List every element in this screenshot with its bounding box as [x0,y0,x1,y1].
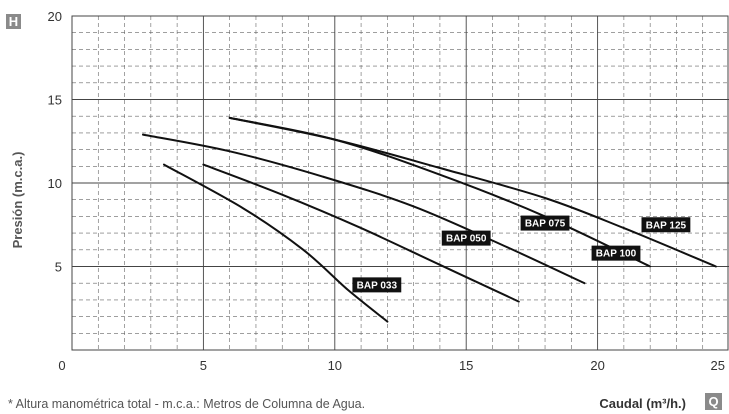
series-label-text: BAP 033 [357,280,398,291]
series-line-bap-075 [142,133,586,285]
footnote: * Altura manométrica total - m.c.a.: Met… [8,397,365,411]
y-tick-label: 20 [48,9,62,24]
y-tick-label: 10 [48,176,62,191]
series-line-bap-125 [228,116,717,268]
x-tick-label: 25 [711,358,725,373]
series-label-bg [591,245,641,261]
plot-frame [71,15,729,351]
x-axis-label: Caudal (m³/h.) [599,396,686,411]
series-label-bg [352,277,402,293]
series-label-text: BAP 125 [646,220,687,231]
x-axis-badge-letter: Q [708,394,718,409]
x-tick-label: 20 [590,358,604,373]
series-label-text: BAP 100 [596,249,637,260]
series-label-text: BAP 075 [525,219,566,230]
series-label-text: BAP 050 [446,234,487,245]
y-axis-badge [6,14,21,29]
series-label-bg [441,230,491,246]
series-label-bap-050: BAP 050 [441,230,491,246]
grid-minor [72,16,729,350]
x-tick-label: 10 [328,358,342,373]
series-labels: BAP 033 BAP 050 BAP 075 BAP 100 BAP 125 [352,215,691,293]
y-tick-label: 5 [55,260,62,275]
series-label-bap-100: BAP 100 [591,245,641,261]
series-label-bap-033: BAP 033 [352,277,402,293]
series-line-bap-050 [202,163,520,303]
y-axis-badge-letter: H [9,14,18,29]
series-line-bap-033 [163,163,389,323]
x-axis-badge [705,393,722,410]
grid-major [72,16,729,350]
tick-labels: 0 5 10 15 20 25 5 10 15 20 [48,9,725,373]
x-tick-label: 15 [459,358,473,373]
series-label-bg [641,217,691,233]
series-label-bap-125: BAP 125 [641,217,691,233]
series-layer [142,116,717,323]
x-tick-label: 0 [58,358,65,373]
series-label-bap-075: BAP 075 [520,215,570,231]
y-axis-label: Presión (m.c.a.) [10,152,25,249]
x-tick-label: 5 [200,358,207,373]
series-label-bg [520,215,570,231]
y-tick-label: 15 [48,93,62,108]
